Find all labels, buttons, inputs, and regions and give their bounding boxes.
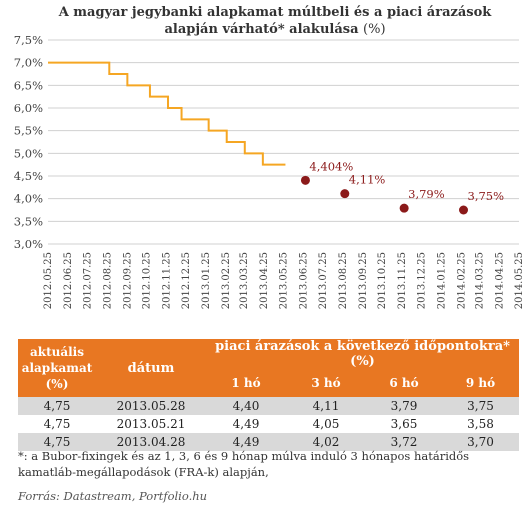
x-tick-label: 2012.11.25 xyxy=(162,252,173,309)
x-tick-label: 2013.11.25 xyxy=(397,252,408,309)
x-tick-label: 2013.01.25 xyxy=(201,252,212,309)
row-rate: 4,75 xyxy=(18,397,96,415)
x-tick-label: 2013.02.25 xyxy=(221,252,232,309)
forecast-point-label: 3,79% xyxy=(408,187,445,201)
y-tick-label: 6,0% xyxy=(14,101,43,115)
x-tick-label: 2014.05.25 xyxy=(514,252,525,309)
grid-lines xyxy=(48,39,519,245)
header-period-1: 1 hó xyxy=(206,369,286,397)
series-layer: 4,404%4,11% 3,79% 3,75% xyxy=(48,61,505,215)
row-value: 3,65 xyxy=(366,415,442,433)
x-tick-label: 2012.12.25 xyxy=(181,252,192,309)
row-value: 3,70 xyxy=(442,433,519,451)
forecast-point xyxy=(399,203,409,213)
table-row: 4,75 2013.04.28 4,49 4,02 3,72 3,70 xyxy=(18,433,519,451)
header-period-3: 6 hó xyxy=(366,369,442,397)
chart-title-text: A magyar jegybanki alapkamat múltbeli és… xyxy=(58,5,492,37)
forecast-point-label: 4,11% xyxy=(349,173,386,187)
forecast-point xyxy=(340,189,350,199)
forecast-point-label: 3,75% xyxy=(468,189,505,203)
row-value: 4,02 xyxy=(286,433,366,451)
y-tick-label: 3,5% xyxy=(14,214,43,228)
table-header-row-periods: 1 hó 3 hó 6 hó 9 hó xyxy=(18,369,519,397)
x-tick-label: 2012.05.25 xyxy=(43,252,54,309)
x-tick-label: 2013.10.25 xyxy=(377,252,388,309)
x-tick-label: 2012.10.25 xyxy=(142,252,153,309)
x-tick-label: 2014.02.25 xyxy=(457,252,468,309)
y-axis-ticks: 3,0% 3,5% 4,0% 4,5% 5,0% 5,5% 6,0% 6,5% 7,0% 7,5% xyxy=(14,33,43,251)
policy-rate-step-line xyxy=(48,61,286,166)
x-tick-label: 2013.04.25 xyxy=(259,252,270,309)
x-tick-label: 2013.03.25 xyxy=(239,252,250,309)
x-tick-label: 2013.06.25 xyxy=(299,252,310,309)
header-period-4: 9 hó xyxy=(442,369,519,397)
chart-plot: 3,0% 3,5% 4,0% 4,5% 5,0% 5,5% 6,0% 6,5% 7,0% 7,5%… xyxy=(14,33,525,309)
row-value: 4,40 xyxy=(206,397,286,415)
table-header-row-top: aktuális alapkamat (%) dátum piaci árazá… xyxy=(18,339,519,397)
table-row: 4,75 2013.05.28 4,40 4,11 3,79 3,75 xyxy=(18,397,519,415)
y-tick-label: 7,5% xyxy=(14,33,43,47)
header-date: dátum xyxy=(96,339,206,397)
row-date: 2013.05.28 xyxy=(96,397,206,415)
x-tick-label: 2014.04.25 xyxy=(495,252,506,309)
x-tick-label: 2013.12.25 xyxy=(417,252,428,309)
row-value: 3,79 xyxy=(366,397,442,415)
row-value: 4,49 xyxy=(206,433,286,451)
row-value: 4,05 xyxy=(286,415,366,433)
y-tick-label: 5,0% xyxy=(14,146,43,160)
y-tick-label: 4,0% xyxy=(14,192,43,206)
footnote: *: a Bubor-fixingek és az 1, 3, 6 és 9 h… xyxy=(18,449,470,479)
row-rate: 4,75 xyxy=(18,415,96,433)
y-tick-label: 6,5% xyxy=(14,78,43,92)
chart-title-unit: (%) xyxy=(363,22,386,37)
x-tick-label: 2013.09.25 xyxy=(358,252,369,309)
y-tick-label: 4,5% xyxy=(14,169,43,183)
row-date: 2013.04.28 xyxy=(96,433,206,451)
y-tick-label: 5,5% xyxy=(14,124,43,138)
table-row: 4,75 2013.05.21 4,49 4,05 3,65 3,58 xyxy=(18,415,519,433)
header-current-rate: aktuális alapkamat (%) xyxy=(18,339,96,397)
x-tick-label: 2012.09.25 xyxy=(122,252,133,309)
x-tick-label: 2014.03.25 xyxy=(475,252,486,309)
row-value: 3,75 xyxy=(442,397,519,415)
rate-table: aktuális alapkamat (%) dátum piaci árazá… xyxy=(18,339,519,451)
x-tick-label: 2013.07.25 xyxy=(318,252,329,309)
row-rate: 4,75 xyxy=(18,433,96,451)
row-value: 4,49 xyxy=(206,415,286,433)
y-tick-label: 3,0% xyxy=(14,237,43,251)
header-group: piaci árazások a következő időpontokra* … xyxy=(206,339,519,369)
row-date: 2013.05.21 xyxy=(96,415,206,433)
row-value: 3,72 xyxy=(366,433,442,451)
forecast-point xyxy=(459,205,469,215)
header-period-2: 3 hó xyxy=(286,369,366,397)
x-axis-ticks: 2012.05.25 2012.06.25 2012.07.25 2012.08.25… xyxy=(43,252,525,309)
forecast-point xyxy=(300,175,310,185)
y-tick-label: 7,0% xyxy=(14,56,43,70)
forecast-point-label: 4,404% xyxy=(309,159,353,173)
x-tick-label: 2014.01.25 xyxy=(437,252,448,309)
x-tick-label: 2013.05.25 xyxy=(279,252,290,309)
x-tick-label: 2013.08.25 xyxy=(338,252,349,309)
row-value: 4,11 xyxy=(286,397,366,415)
row-value: 3,58 xyxy=(442,415,519,433)
x-tick-label: 2012.08.25 xyxy=(102,252,113,309)
chart-title: A magyar jegybanki alapkamat múltbeli és… xyxy=(40,4,510,38)
source-note: Forrás: Datastream, Portfolio.hu xyxy=(18,489,208,503)
x-tick-label: 2012.07.25 xyxy=(82,252,93,309)
x-tick-label: 2012.06.25 xyxy=(63,252,74,309)
